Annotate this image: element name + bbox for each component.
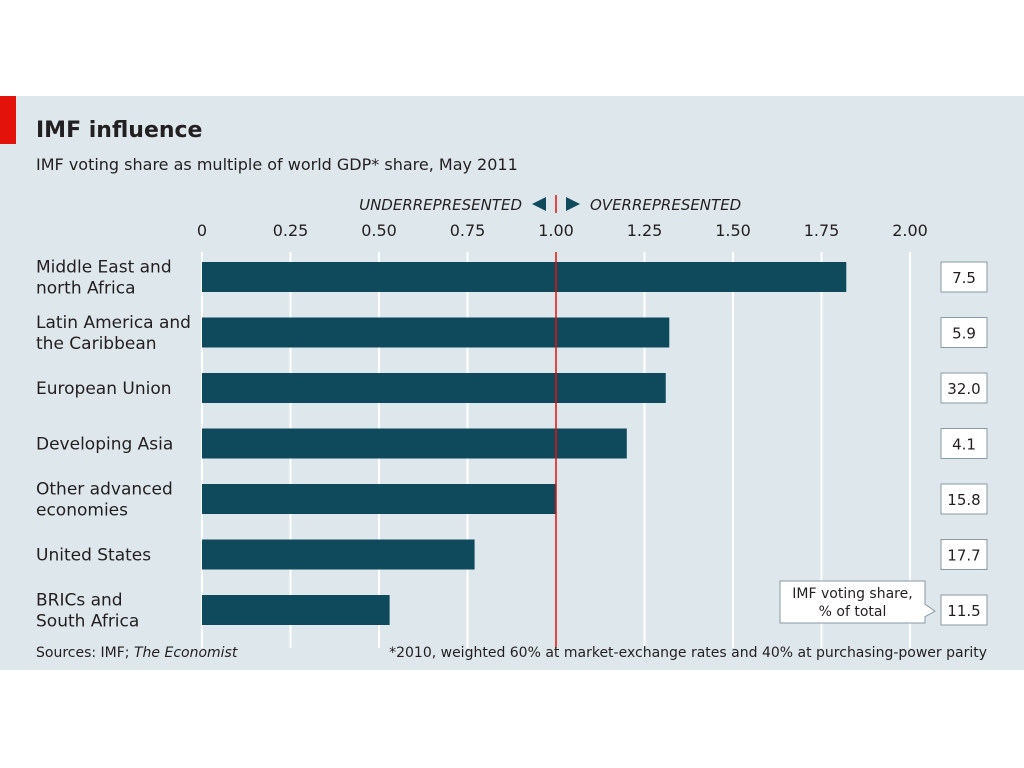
voting-share-value: 5.9 [952,325,976,343]
voting-share-callout [779,580,936,624]
category-label: Developing Asia [36,435,173,455]
voting-share-box [940,428,988,459]
x-tick-label: 1.00 [538,221,574,240]
category-label: BRICs and [36,591,123,611]
category-label: Latin America and [36,313,191,333]
voting-share-box [940,594,988,626]
voting-share-value: 4.1 [952,436,976,454]
category-label: United States [36,546,151,566]
brand-flag [0,96,16,144]
chart-subtitle: IMF voting share as multiple of world GD… [36,155,518,174]
category-label: economies [36,501,128,521]
source-note: Sources: IMF; The Economist [36,645,238,661]
voting-share-box [940,261,988,293]
x-tick-label: 1.75 [804,221,840,240]
category-label: the Caribbean [36,334,157,354]
right-arrow-icon [566,197,580,211]
category-label: South Africa [36,612,139,632]
category-label: Middle East and [36,258,172,278]
footnote: *2010, weighted 60% at market-exchange r… [389,645,987,661]
x-tick-label: 1.50 [715,221,751,240]
bar [202,428,627,459]
category-label: Other advanced [36,480,173,500]
x-tick-label: 0.25 [273,221,309,240]
voting-share-value: 32.0 [947,380,980,398]
bar [202,484,556,514]
category-label: north Africa [36,279,136,299]
x-tick-label: 0 [197,221,207,240]
x-tick-label: 0.50 [361,221,397,240]
bar [202,595,390,625]
voting-share-value: 17.7 [947,547,980,565]
chart-title: IMF influence [36,118,203,143]
x-tick-label: 0.75 [450,221,486,240]
voting-share-callout-label: % of total [819,604,887,620]
category-label: European Union [36,379,172,399]
underrepresented-label: UNDERREPRESENTED [359,196,522,214]
voting-share-box [940,539,988,570]
bar [202,373,666,403]
left-arrow-icon [532,197,546,211]
voting-share-box [940,372,988,404]
x-tick-label: 2.00 [892,221,928,240]
voting-share-box [940,483,988,515]
voting-share-value: 15.8 [947,491,980,509]
x-tick-label: 1.25 [627,221,663,240]
voting-share-box [940,317,988,348]
bar [202,262,847,292]
voting-share-value: 11.5 [947,602,980,620]
voting-share-value: 7.5 [952,269,976,287]
bar [202,539,475,570]
voting-share-callout-label: IMF voting share, [792,586,912,602]
overrepresented-label: OVERREPRESENTED [590,196,741,214]
bar [202,317,670,348]
